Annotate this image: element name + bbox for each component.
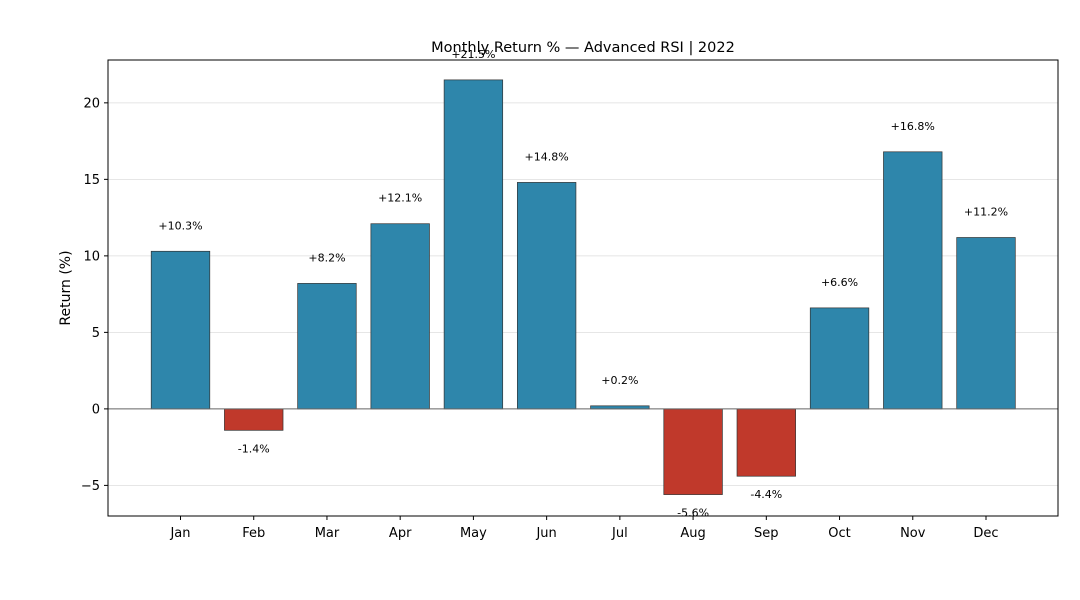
bar-oct [809, 307, 870, 410]
y-tick-label: 20 [83, 96, 100, 111]
data-label: +6.6% [821, 276, 858, 289]
x-tick-label: Jul [611, 526, 628, 541]
y-tick-label: 5 [92, 326, 100, 341]
bar-jan [150, 250, 211, 410]
x-tick-label: May [460, 526, 487, 541]
bar-jun [516, 182, 577, 410]
y-tick-label: 0 [92, 402, 100, 417]
y-tick-label: 15 [83, 173, 100, 188]
x-tick-label: Oct [828, 526, 850, 541]
x-tick-label: Jan [169, 526, 190, 541]
y-tick-label: −5 [81, 479, 100, 494]
data-label: +8.2% [308, 251, 345, 264]
x-tick-label: Nov [900, 526, 926, 541]
data-label: +14.8% [525, 150, 569, 163]
plot-frame [107, 59, 1059, 517]
data-label: +11.2% [964, 206, 1008, 219]
bar-feb [224, 408, 284, 431]
x-tick-label: Feb [242, 526, 265, 541]
x-tick-label: Aug [680, 526, 705, 541]
bar-may [443, 79, 504, 410]
data-label: +21.5% [451, 48, 495, 61]
bar-dec [956, 237, 1016, 410]
bar-apr [370, 223, 430, 410]
data-label: +16.8% [891, 120, 935, 133]
x-tick-label: Sep [754, 526, 779, 541]
data-label: -1.4% [238, 442, 270, 455]
y-axis-ticks: −5 0 5 10 15 20 [81, 96, 108, 494]
data-label: +12.1% [378, 192, 422, 205]
data-label: -4.4% [750, 488, 782, 501]
data-labels: +10.3% -1.4% +8.2% +12.1% +21.5% +14.8% +0.2% -… [158, 48, 1008, 520]
y-tick-label: 10 [83, 249, 100, 264]
bar-mar [297, 283, 357, 410]
bar-aug [663, 408, 723, 495]
bar-nov [883, 151, 943, 410]
y-axis-title: Return (%) [58, 250, 74, 325]
x-tick-label: Apr [389, 526, 412, 541]
x-tick-label: Dec [973, 526, 998, 541]
bars [150, 79, 1016, 495]
x-axis-ticks: Jan Feb Mar Apr May Jun Jul Aug Sep Oct Nov Dec [169, 516, 999, 541]
x-tick-label: Jun [535, 526, 556, 541]
x-tick-label: Mar [315, 526, 340, 541]
chart-title: Monthly Return % — Advanced RSI | 2022 [431, 40, 735, 56]
data-label: +0.2% [601, 374, 638, 387]
bar-sep [736, 408, 796, 477]
data-label: +10.3% [158, 219, 202, 232]
